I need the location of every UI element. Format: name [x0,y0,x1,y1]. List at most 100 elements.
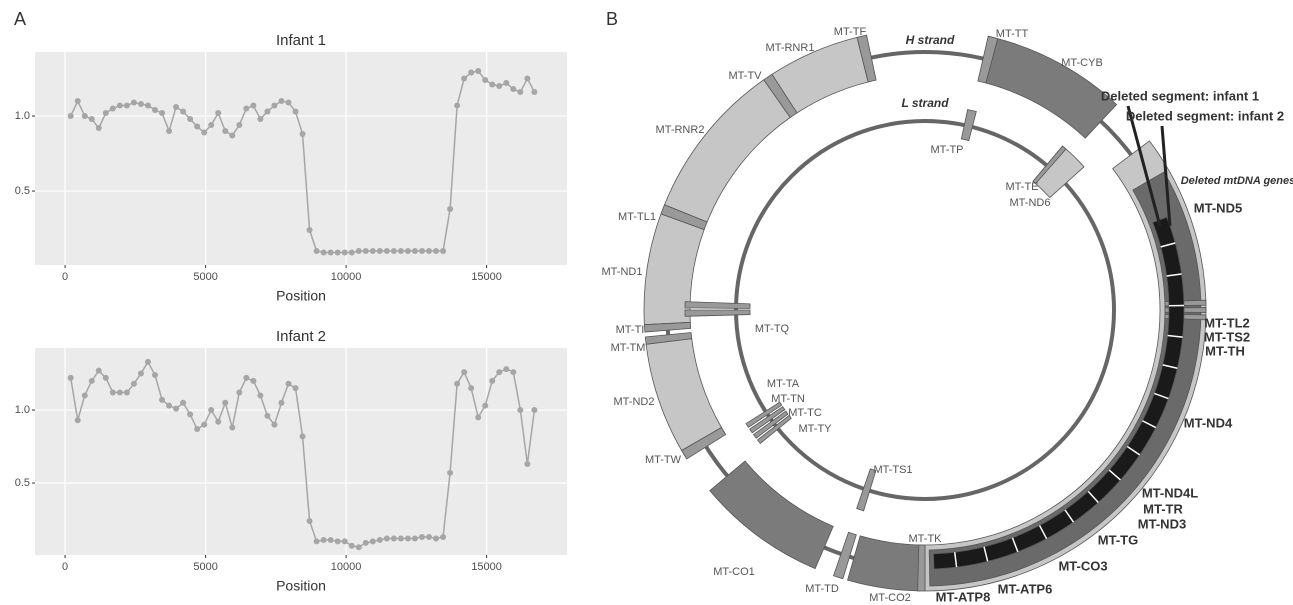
data-point [109,389,116,396]
data-point [468,385,475,392]
plot-background [35,348,567,555]
deleted-gene-label: MT-TG [1098,532,1138,547]
y-tick-label: 1.0 [15,110,30,122]
gene-label: MT-TL1 [618,211,656,223]
data-point [130,380,137,387]
gene-label: MT-ND6 [1010,197,1051,209]
data-point [144,358,151,365]
segment-divider [1126,445,1141,456]
trna-box [856,468,877,512]
gene-label: MT-ND2 [614,396,655,408]
trna-arc [644,332,693,345]
data-point [285,99,292,106]
trna-box [684,301,751,309]
data-point [348,249,355,256]
data-point [215,110,222,117]
data-point [341,249,348,256]
gene-label: MT-RNR2 [656,124,705,136]
data-point [461,75,468,82]
data-point [418,248,425,255]
chart-title: Infant 2 [276,328,326,345]
data-point [383,248,390,255]
segment-divider [1011,537,1019,553]
data-point [503,80,510,87]
annotation: Deleted segment: infant 2 [1126,108,1284,123]
data-point [67,374,74,381]
gene-label: MT-CO2 [869,592,911,604]
data-point [433,535,440,542]
data-point [88,377,95,384]
x-axis-label: Position [276,288,326,304]
trna-arc [681,426,727,460]
x-tick-label: 0 [62,561,68,573]
leader-line [1160,125,1172,227]
data-point [130,99,137,106]
panel-label: A [14,9,26,29]
data-point [74,98,81,105]
data-point [327,536,334,543]
deleted-gene-label: MT-ATP6 [998,581,1053,596]
data-point [166,402,173,409]
data-point [201,421,208,428]
data-point [362,248,369,255]
gene-label: MT-TY [799,423,833,435]
gene-label: MT-CO1 [713,566,755,578]
data-point [362,539,369,546]
deleted-title: Deleted mtDNA genes [1181,175,1293,187]
data-point [278,399,285,406]
trna-arc [763,73,798,119]
data-point [320,249,327,256]
data-point [334,538,341,545]
data-point [503,366,510,373]
segment-divider [1108,469,1121,481]
gene-label: MT-RNR1 [766,42,815,54]
data-point [236,389,243,396]
data-point [433,248,440,255]
data-point [159,396,166,403]
data-point [468,69,475,76]
data-point [390,248,397,255]
data-point [152,372,159,379]
trna-box [684,309,751,317]
data-point [461,369,468,376]
data-point [74,417,81,424]
data-point [475,414,482,421]
deleted-gene-label: MT-TL2 [1204,315,1250,330]
trna-box [1032,145,1067,185]
annotation: Deleted segment: infant 1 [1101,88,1259,103]
gene-label: MT-TC [788,407,822,419]
data-point [404,248,411,255]
data-point [229,132,236,139]
gene-label: MT-TT [996,28,1029,40]
data-point [369,248,376,255]
x-axis-label: Position [276,578,326,594]
data-point [397,248,404,255]
data-point [123,102,130,109]
data-point [173,405,180,412]
x-tick-label: 5000 [193,271,217,283]
data-point [229,424,236,431]
x-tick-label: 5000 [193,561,217,573]
deleted-gene-label: MT-ND4L [1142,485,1198,500]
data-point [166,128,173,135]
deleted-gene-label: MT-TR [1143,501,1183,516]
x-tick-label: 15000 [471,561,502,573]
data-point [447,206,454,213]
gene-arc [847,535,922,592]
data-point [88,116,95,123]
gene-label: MT-TI [616,324,645,336]
data-point [173,104,180,111]
data-point [285,380,292,387]
data-point [187,411,194,418]
data-point [180,399,187,406]
data-point [222,128,229,135]
data-point [482,77,489,84]
y-tick-label: 1.0 [15,404,30,416]
data-point [81,113,88,120]
deleted-gene-arc [928,171,1202,587]
trna-arc [833,531,857,580]
data-point [369,538,376,545]
data-point [137,370,144,377]
data-point [264,412,271,419]
